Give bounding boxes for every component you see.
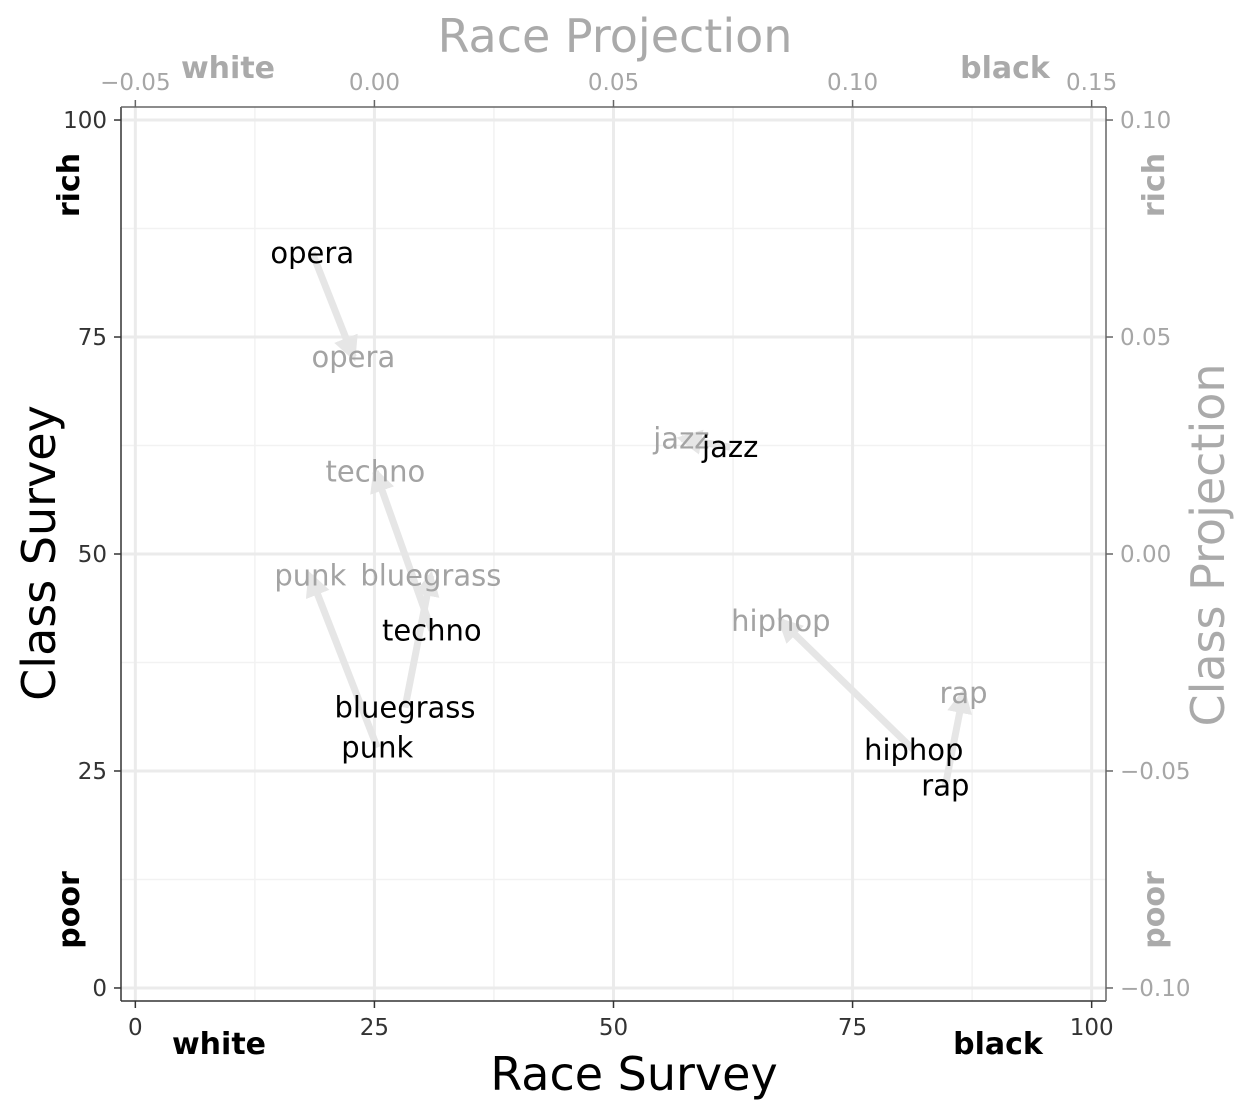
secondary-y-tick-label: −0.10 [1120, 976, 1190, 1002]
secondary-x-axis-title: Race Projection [438, 9, 793, 63]
x-tick-label: 75 [838, 1015, 867, 1041]
secondary-y-end-label-high: rich [1137, 153, 1172, 217]
y-tick-label: 75 [78, 325, 107, 351]
survey-label-rap: rap [921, 769, 969, 803]
arrow-jazz [676, 429, 731, 455]
secondary-x-tick-label: −0.05 [100, 70, 170, 96]
y-end-label-high: rich [52, 153, 87, 217]
projection-label-jazz: jazz [652, 422, 709, 456]
x-tick-label: 25 [360, 1015, 389, 1041]
projection-labels: opera jazz techno bluegrass punk hiphop rap [274, 340, 987, 710]
x-end-label-low: white [172, 1027, 266, 1062]
x-end-label-high: black [953, 1027, 1044, 1062]
arrow-rap [941, 687, 973, 787]
y-tick-label: 100 [63, 108, 107, 134]
y-tick-label: 50 [78, 542, 107, 568]
survey-label-opera: opera [270, 236, 354, 270]
projection-label-bluegrass: bluegrass [360, 559, 501, 593]
secondary-y-axis-title: Class Projection [1181, 363, 1235, 726]
secondary-y-end-label-low: poor [1137, 871, 1172, 949]
survey-label-hiphop: hiphop [864, 733, 963, 767]
arrows [305, 251, 973, 787]
secondary-y-tick-label: 0.05 [1120, 325, 1171, 351]
arrow-opera [309, 251, 358, 362]
survey-label-techno: techno [382, 613, 482, 647]
x-tick-label: 0 [128, 1015, 143, 1041]
x-tick-label: 50 [599, 1015, 628, 1041]
secondary-x-tick-label: 0.05 [588, 70, 639, 96]
y-axis-title: Class Survey [12, 405, 66, 701]
secondary-x-tick-label: 0.10 [827, 70, 878, 96]
arrow-hiphop [777, 617, 917, 753]
arrow-bluegrass [401, 570, 440, 709]
projection-label-punk: punk [274, 559, 346, 593]
y-tick-label: 25 [78, 759, 107, 785]
projection-label-opera: opera [312, 340, 396, 374]
secondary-x-end-label-high: black [960, 51, 1051, 86]
projection-label-techno: techno [326, 455, 426, 489]
grid [121, 107, 1106, 1001]
secondary-y-tick-label: 0.00 [1120, 542, 1171, 568]
projection-label-rap: rap [939, 676, 987, 710]
axes: 00 −0.05 −0.10 25 25 0.00 −0.05 50 50 0.05 0.00 75 7… [63, 70, 1190, 1041]
secondary-x-tick-label: 0.15 [1066, 70, 1117, 96]
x-tick-label: 100 [1070, 1015, 1114, 1041]
secondary-y-tick-label: 0.10 [1120, 108, 1171, 134]
secondary-x-tick-label: 0.00 [349, 70, 400, 96]
y-end-label-low: poor [52, 871, 87, 949]
projection-label-hiphop: hiphop [731, 604, 830, 638]
survey-label-jazz: jazz [701, 430, 758, 464]
secondary-x-end-label-low: white [181, 51, 275, 86]
arrow-punk [305, 571, 381, 749]
survey-label-bluegrass: bluegrass [335, 691, 476, 725]
x-axis-title: Race Survey [490, 1047, 777, 1101]
y-tick-label: 0 [92, 976, 107, 1002]
survey-label-punk: punk [341, 731, 413, 765]
secondary-y-tick-label: −0.05 [1120, 759, 1190, 785]
